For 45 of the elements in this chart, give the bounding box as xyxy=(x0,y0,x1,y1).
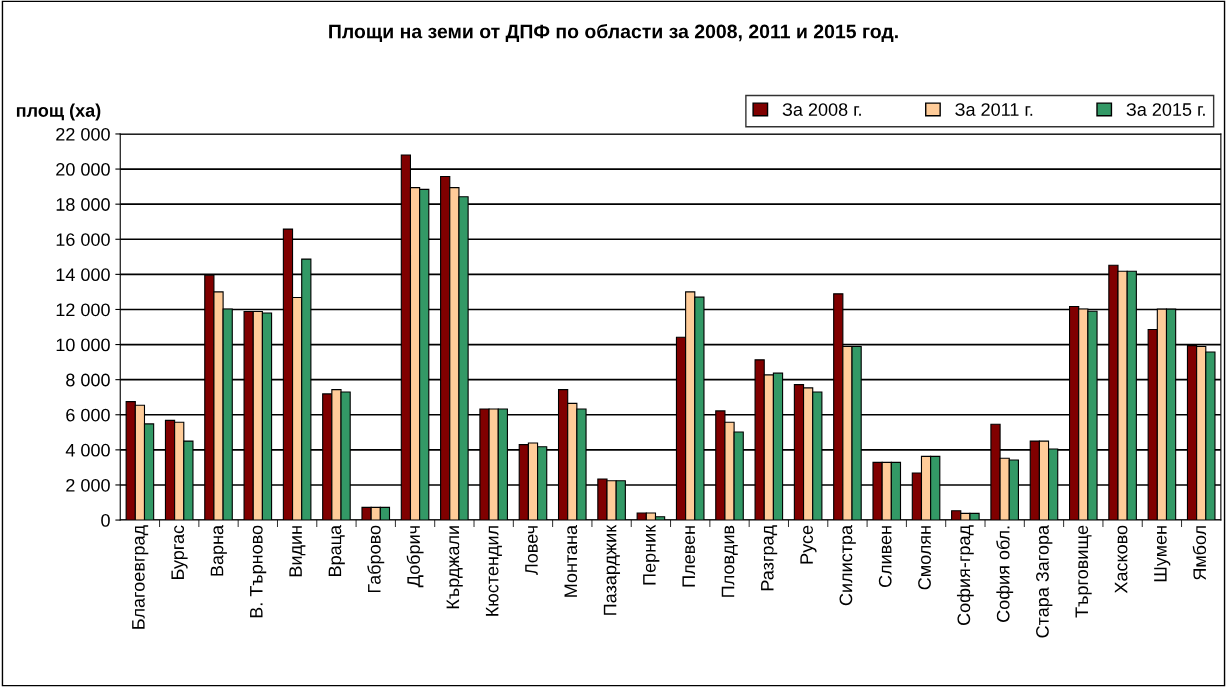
x-tick-label: Търговище xyxy=(1075,525,1092,618)
x-tick-label: Шумен xyxy=(1154,526,1171,582)
y-tick-label: 22 000 xyxy=(56,127,110,141)
x-tick-label: Русе xyxy=(800,525,817,564)
x-tick-label: Пловдив xyxy=(721,525,738,597)
y-tick-label: 12 000 xyxy=(56,303,110,317)
x-tick-label: Плевен xyxy=(682,526,696,587)
x-tick-label: Варна xyxy=(210,524,227,576)
x-tick-label: Добрич xyxy=(406,526,424,588)
x-tick-label: София обл. xyxy=(996,526,1014,622)
x-tick-label: Пазарджик xyxy=(603,524,621,615)
x-tick-label: Хасково xyxy=(1114,525,1128,594)
x-tick-label: София-град xyxy=(956,525,974,626)
y-tick-label: 16 000 xyxy=(56,233,110,246)
x-tick-label: Кърджали xyxy=(446,526,463,609)
x-tick-label: Силистра xyxy=(839,524,856,606)
x-tick-label: Монтана xyxy=(564,524,578,597)
x-tick-label: Видин xyxy=(289,526,306,577)
x-tick-label: Кюстендил xyxy=(485,526,502,616)
y-tick-label: 10 000 xyxy=(56,338,110,352)
y-axis-title: площ (ха) xyxy=(16,103,101,121)
y-tick-label: 18 000 xyxy=(56,198,110,211)
chart-title: Площи на земи от ДПФ по области за 2008, 2011 и 2015 год. xyxy=(329,23,898,43)
x-tick-label: Ямбол xyxy=(1192,526,1207,580)
y-tick-label: 2 000 xyxy=(66,478,110,492)
x-tick-label: Благоевград xyxy=(132,525,149,629)
x-tick-label: Разград xyxy=(761,525,778,591)
y-tick-label: 0 xyxy=(101,513,110,527)
y-tick-label: 14 000 xyxy=(56,268,110,282)
y-tick-label: 4 000 xyxy=(65,443,110,457)
y-tick-label: 8 000 xyxy=(66,373,110,387)
x-tick-label: Враца xyxy=(328,524,345,576)
x-tick-label: Бургас xyxy=(171,525,188,579)
y-tick-label: 6 000 xyxy=(66,408,110,422)
x-tick-label: Смолян xyxy=(918,526,931,590)
x-tick-label: В. Търново xyxy=(250,525,267,618)
legend-label: За 2008 г. xyxy=(782,103,861,116)
x-tick-label: Стара Загора xyxy=(1036,524,1053,638)
y-tick-label: 20 000 xyxy=(56,163,110,176)
legend-label: За 2011 г. xyxy=(955,103,1033,116)
x-tick-label: Ловеч xyxy=(525,526,538,575)
x-tick-label: Перник xyxy=(643,524,660,585)
x-tick-label: Габрово xyxy=(367,525,385,593)
legend-label: За 2015 г. xyxy=(1126,103,1205,116)
x-tick-label: Сливен xyxy=(878,526,892,588)
